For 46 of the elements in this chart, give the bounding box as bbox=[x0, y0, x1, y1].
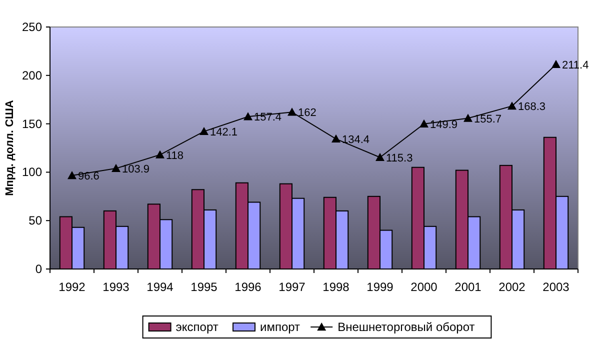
y-tick-label: 200 bbox=[22, 68, 42, 82]
legend-label: импорт bbox=[260, 320, 301, 334]
x-tick-label: 2001 bbox=[454, 280, 482, 294]
data-label: 157.4 bbox=[254, 112, 282, 124]
point bbox=[112, 164, 120, 172]
legend-label: Внешнеторговый оборот bbox=[338, 320, 476, 334]
legend-label: экспорт bbox=[176, 320, 219, 334]
x-tick-label: 1998 bbox=[322, 280, 350, 294]
point bbox=[200, 126, 208, 136]
point bbox=[376, 152, 384, 161]
y-tick-label: 250 bbox=[22, 20, 42, 34]
x-tick-label: 1992 bbox=[58, 280, 86, 294]
y-tick-label: 150 bbox=[22, 116, 42, 131]
x-tick-label: 2003 bbox=[542, 280, 570, 294]
data-label: 155.7 bbox=[474, 113, 502, 126]
x-tick-label: 1997 bbox=[278, 280, 306, 294]
data-label: 142.1 bbox=[210, 126, 238, 138]
data-label: 118 bbox=[166, 150, 184, 162]
point bbox=[420, 119, 428, 128]
x-tick-label: 2002 bbox=[498, 280, 526, 294]
data-label: 115.3 bbox=[386, 152, 413, 164]
x-tick-label: 1995 bbox=[190, 280, 218, 294]
x-tick-label: 1993 bbox=[102, 280, 130, 294]
data-label: 134.4 bbox=[342, 134, 370, 146]
data-label: 211.4 bbox=[562, 59, 589, 72]
y-tick-label: 50 bbox=[28, 214, 42, 228]
data-label: 149.9 bbox=[430, 118, 458, 131]
point bbox=[68, 170, 76, 180]
y-tick-label: 100 bbox=[22, 165, 42, 180]
data-label: 103.9 bbox=[122, 163, 150, 176]
data-label: 162 bbox=[298, 107, 316, 120]
point bbox=[552, 60, 560, 68]
data-label: 168.3 bbox=[518, 101, 546, 114]
y-axis-title: Мпрд. долл. США bbox=[4, 100, 16, 196]
data-label: 96.6 bbox=[78, 170, 100, 182]
point bbox=[156, 150, 164, 158]
x-tick-label: 2000 bbox=[410, 280, 438, 294]
x-tick-label: 1999 bbox=[366, 280, 394, 294]
point bbox=[288, 108, 296, 116]
x-tick-label: 1996 bbox=[234, 280, 262, 294]
point bbox=[464, 114, 472, 122]
y-tick-label: 0 bbox=[35, 262, 42, 276]
point bbox=[508, 102, 516, 110]
x-tick-label: 1994 bbox=[146, 280, 174, 294]
point bbox=[332, 134, 340, 142]
point bbox=[244, 112, 252, 120]
